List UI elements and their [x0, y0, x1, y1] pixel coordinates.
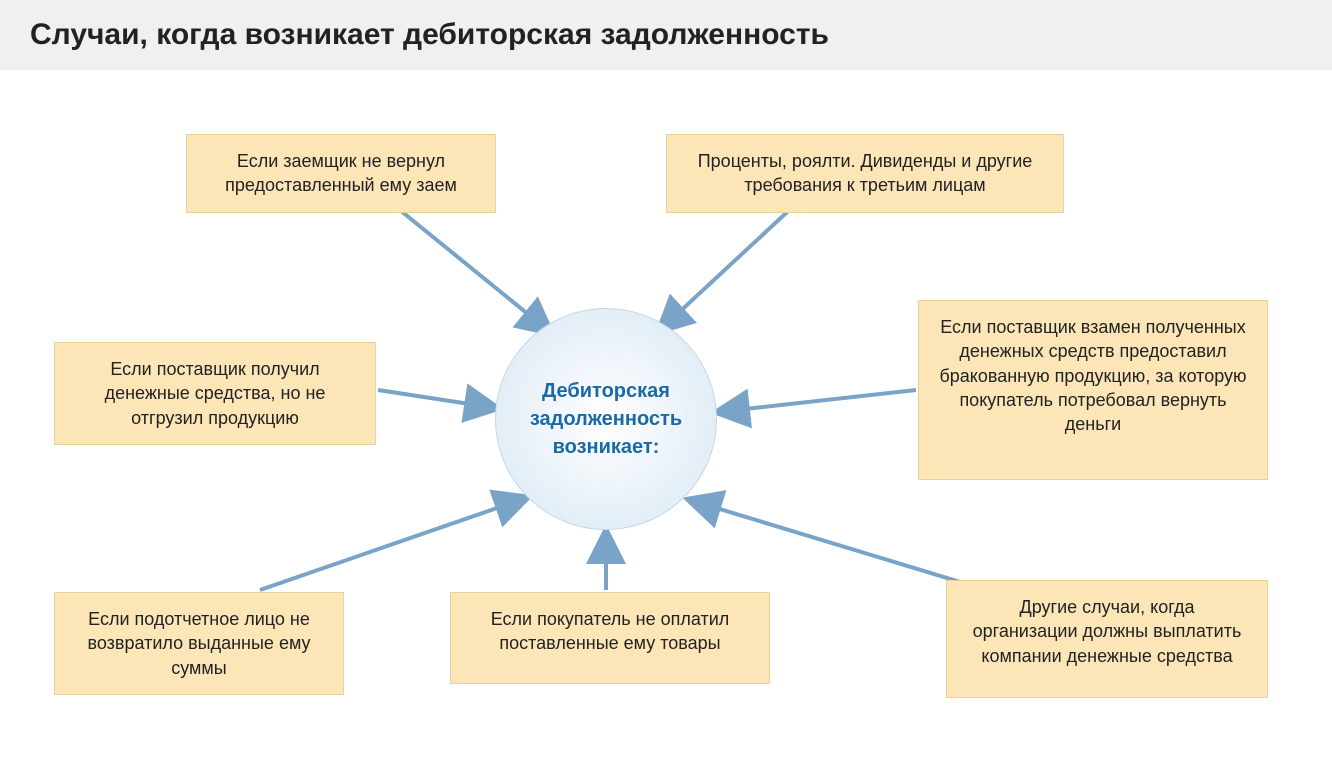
- center-circle: Дебиторская задолженность возникает:: [495, 308, 717, 530]
- title-bar: Случаи, когда возникает дебиторская задо…: [0, 0, 1332, 70]
- box-bottom-center: Если покупатель не оплатил поставленные …: [450, 592, 770, 684]
- box-top-left: Если заемщик не вернул предоставленный е…: [186, 134, 496, 213]
- center-text: Дебиторская задолженность возникает:: [516, 377, 696, 461]
- box-bottom-left: Если подотчетное лицо не возвратило выда…: [54, 592, 344, 695]
- box-mid-right: Если поставщик взамен полученных денежны…: [918, 300, 1268, 480]
- box-mid-left: Если поставщик получил денежные средства…: [54, 342, 376, 445]
- box-top-right: Проценты, роялти. Дивиденды и другие тре…: [666, 134, 1064, 213]
- diagram-canvas: Если заемщик не вернул предоставленный е…: [0, 90, 1332, 750]
- page-title: Случаи, когда возникает дебиторская задо…: [30, 18, 1302, 52]
- box-bottom-right: Другие случаи, когда организации должны …: [946, 580, 1268, 698]
